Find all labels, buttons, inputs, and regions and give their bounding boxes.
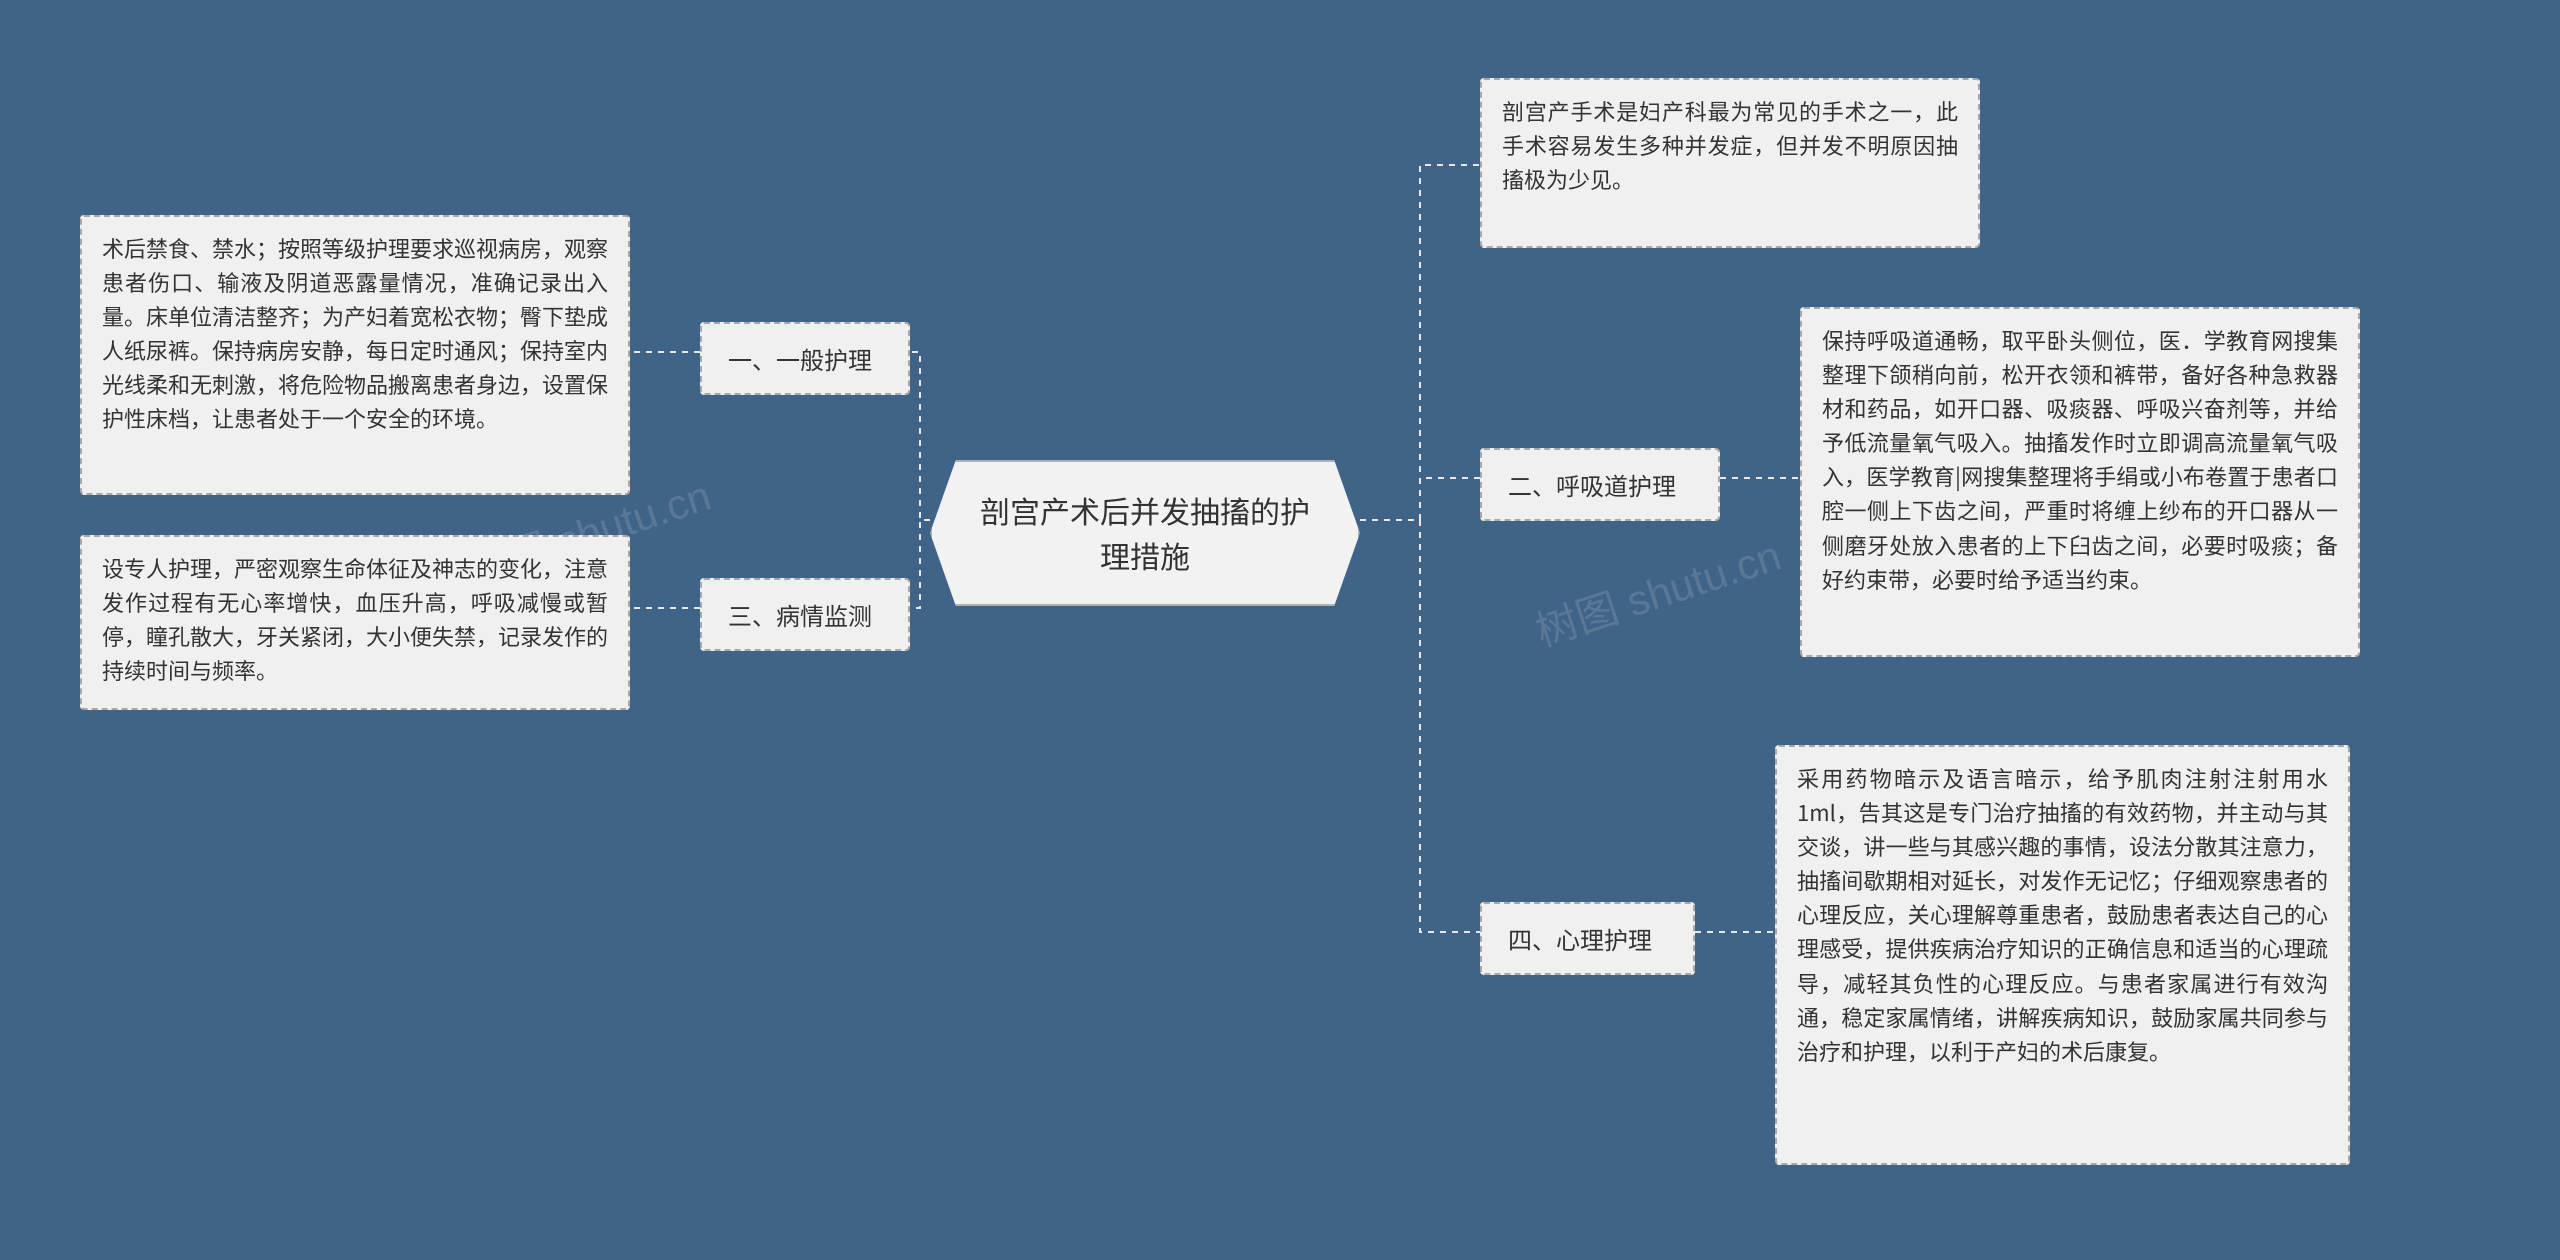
branch-respiratory: 二、呼吸道护理 (1480, 448, 1720, 521)
watermark-2: 树图 shutu.cn (1527, 522, 1788, 659)
branch-monitoring: 三、病情监测 (700, 578, 910, 651)
branch-general-care: 一、一般护理 (700, 322, 910, 395)
detail-psychological: 采用药物暗示及语言暗示，给予肌肉注射注射用水1ml，告其这是专门治疗抽搐的有效药… (1775, 745, 2350, 1165)
detail-respiratory: 保持呼吸道通畅，取平卧头侧位，医．学教育网搜集整理下颌稍向前，松开衣领和裤带，备… (1800, 307, 2360, 657)
branch-psychological: 四、心理护理 (1480, 902, 1695, 975)
detail-monitoring: 设专人护理，严密观察生命体征及神志的变化，注意发作过程有无心率增快，血压升高，呼… (80, 535, 630, 710)
detail-general-care: 术后禁食、禁水；按照等级护理要求巡视病房，观察患者伤口、输液及阴道恶露量情况，准… (80, 215, 630, 495)
center-node: 剖宫产术后并发抽搐的护理措施 (930, 460, 1360, 606)
detail-intro: 剖宫产手术是妇产科最为常见的手术之一，此手术容易发生多种并发症，但并发不明原因抽… (1480, 78, 1980, 248)
